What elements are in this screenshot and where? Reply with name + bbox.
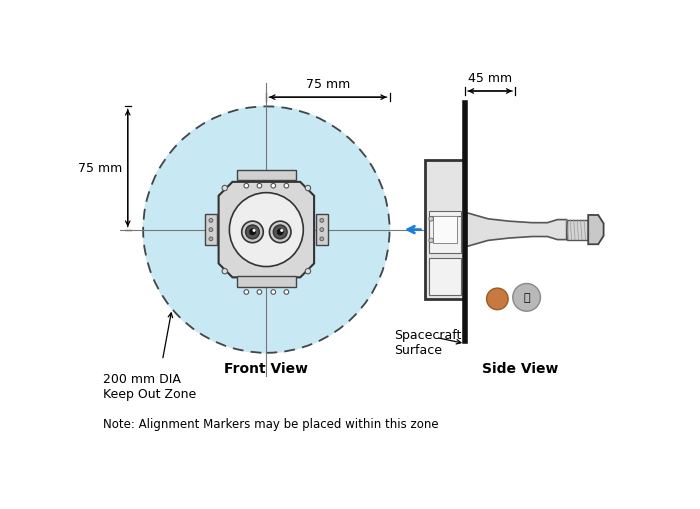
Circle shape — [429, 239, 433, 243]
Circle shape — [246, 225, 260, 239]
Circle shape — [273, 225, 287, 239]
Circle shape — [209, 219, 213, 223]
Polygon shape — [588, 215, 603, 245]
Circle shape — [429, 217, 433, 222]
Text: 45 mm: 45 mm — [468, 72, 512, 85]
FancyBboxPatch shape — [237, 276, 295, 287]
FancyBboxPatch shape — [237, 170, 295, 181]
Circle shape — [486, 289, 508, 310]
FancyBboxPatch shape — [433, 216, 456, 244]
FancyBboxPatch shape — [429, 216, 461, 253]
Circle shape — [320, 219, 323, 223]
FancyBboxPatch shape — [425, 161, 465, 299]
Circle shape — [277, 230, 284, 236]
FancyBboxPatch shape — [567, 220, 588, 240]
Circle shape — [244, 290, 248, 295]
Circle shape — [144, 107, 389, 353]
Text: 200 mm DIA
Keep Out Zone: 200 mm DIA Keep Out Zone — [103, 372, 197, 400]
Circle shape — [281, 230, 283, 232]
FancyBboxPatch shape — [429, 259, 461, 295]
Polygon shape — [467, 213, 567, 247]
Text: 75 mm: 75 mm — [306, 78, 350, 91]
Circle shape — [257, 290, 262, 295]
Circle shape — [320, 228, 323, 232]
Circle shape — [270, 222, 291, 243]
Text: Side View: Side View — [482, 361, 559, 376]
Circle shape — [209, 237, 213, 241]
Circle shape — [284, 184, 288, 189]
FancyBboxPatch shape — [205, 215, 217, 245]
Text: 75 mm: 75 mm — [78, 162, 122, 175]
FancyBboxPatch shape — [316, 215, 328, 245]
Circle shape — [305, 269, 311, 274]
Circle shape — [271, 290, 276, 295]
Circle shape — [257, 184, 262, 189]
Text: Spacecraft
Surface: Spacecraft Surface — [394, 328, 461, 356]
Text: Note: Alignment Markers may be placed within this zone: Note: Alignment Markers may be placed wi… — [103, 417, 439, 430]
Circle shape — [222, 269, 228, 274]
Circle shape — [284, 290, 288, 295]
Circle shape — [320, 237, 323, 241]
FancyBboxPatch shape — [429, 212, 461, 248]
Text: Front View: Front View — [224, 361, 309, 376]
Circle shape — [230, 193, 303, 267]
Text: 🗽: 🗽 — [524, 293, 530, 303]
Circle shape — [209, 228, 213, 232]
Circle shape — [271, 184, 276, 189]
Circle shape — [512, 284, 540, 312]
Polygon shape — [218, 183, 314, 278]
Circle shape — [244, 184, 248, 189]
Circle shape — [249, 230, 256, 236]
Circle shape — [253, 230, 256, 232]
Circle shape — [222, 186, 228, 191]
Text: z: z — [426, 221, 437, 239]
Circle shape — [305, 186, 311, 191]
Circle shape — [241, 222, 263, 243]
